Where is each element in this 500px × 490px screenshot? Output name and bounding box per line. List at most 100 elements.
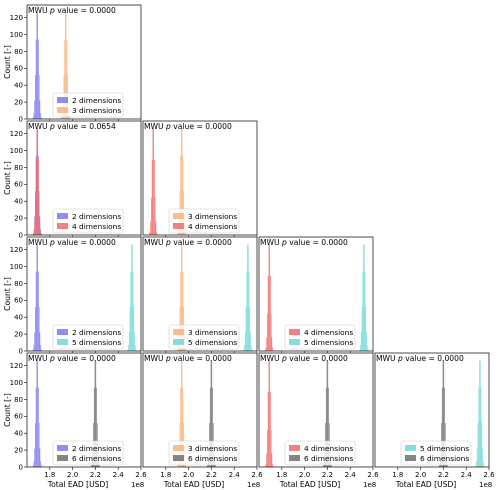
y-tick-label: 60 bbox=[14, 181, 23, 189]
hist-bar bbox=[366, 332, 367, 351]
hist-bar bbox=[35, 271, 37, 351]
hist-bar bbox=[185, 233, 187, 235]
hist-bar bbox=[37, 12, 39, 120]
hist-bar bbox=[322, 465, 324, 467]
legend-box bbox=[284, 440, 356, 466]
hist-bar bbox=[479, 360, 480, 467]
legend-swatch bbox=[289, 455, 300, 461]
hist-bar bbox=[478, 387, 480, 467]
hist-bar bbox=[181, 128, 182, 235]
legend-swatch bbox=[173, 445, 184, 451]
hist-bar bbox=[90, 465, 92, 467]
legend-swatch bbox=[289, 339, 300, 345]
hist-bar bbox=[32, 465, 34, 467]
x-tick-label: 1.8 bbox=[160, 471, 171, 479]
x-tick-label: 1.8 bbox=[44, 471, 55, 479]
hist-bar bbox=[182, 155, 184, 235]
hist-bar bbox=[38, 197, 40, 235]
series-2-dimensions bbox=[32, 244, 42, 351]
legend-swatch bbox=[57, 97, 68, 103]
hist-bar bbox=[156, 234, 158, 235]
x-tick-label: 2.6 bbox=[135, 471, 147, 479]
hist-bar bbox=[34, 221, 36, 235]
mwu-annotation: MWU p value = 0.0000 bbox=[28, 6, 116, 15]
legend-box bbox=[284, 324, 356, 350]
hist-bar bbox=[128, 332, 130, 351]
series-5-dimensions bbox=[127, 244, 137, 351]
hist-bar bbox=[245, 307, 247, 351]
x-tick-label: 2.6 bbox=[251, 471, 263, 479]
y-tick-label: 100 bbox=[10, 31, 23, 39]
y-tick-label: 120 bbox=[10, 130, 23, 138]
hist-bar bbox=[270, 429, 272, 467]
hist-bar bbox=[35, 159, 37, 235]
hist-bar bbox=[134, 332, 135, 351]
y-axis-label: Count [-] bbox=[3, 161, 12, 195]
x-tick-label: 2.0 bbox=[299, 471, 310, 479]
hist-bar bbox=[32, 234, 34, 235]
legend-swatch bbox=[173, 223, 184, 229]
hist-bar bbox=[36, 244, 38, 351]
legend-label: 6 dimensions bbox=[72, 454, 121, 463]
hist-bar bbox=[364, 271, 366, 351]
y-tick-label: 60 bbox=[14, 297, 23, 305]
y-tick-label: 0 bbox=[19, 115, 23, 123]
series-4-dimensions bbox=[264, 244, 274, 351]
x-axis-multiplier: 1e8 bbox=[363, 481, 376, 489]
hist-bar bbox=[366, 345, 368, 351]
hist-bar bbox=[331, 465, 332, 467]
hist-bar bbox=[33, 231, 35, 235]
hist-bar bbox=[215, 465, 216, 467]
x-axis-multiplier: 1e8 bbox=[479, 481, 492, 489]
x-axis-label: Total EAD [USD] bbox=[279, 480, 341, 489]
legend-label: 2 dimensions bbox=[72, 212, 121, 221]
x-axis-label: Total EAD [USD] bbox=[47, 480, 109, 489]
legend-box bbox=[168, 208, 240, 234]
x-axis-multiplier: 1e8 bbox=[247, 481, 260, 489]
y-tick-label: 0 bbox=[19, 463, 23, 471]
x-tick-label: 2.4 bbox=[229, 471, 241, 479]
y-tick-label: 100 bbox=[10, 147, 23, 155]
hist-bar bbox=[482, 461, 484, 467]
hist-bar bbox=[365, 307, 367, 351]
hist-bar bbox=[35, 75, 36, 119]
hist-bar bbox=[135, 349, 137, 351]
y-tick-label: 40 bbox=[14, 82, 23, 90]
hist-bar bbox=[442, 360, 444, 467]
y-tick-label: 20 bbox=[14, 215, 23, 223]
hist-bar bbox=[40, 113, 41, 119]
hist-bar bbox=[244, 332, 246, 351]
hist-bar bbox=[268, 360, 270, 467]
mwu-annotation: MWU p value = 0.0000 bbox=[260, 354, 348, 363]
y-tick-label: 120 bbox=[10, 14, 23, 22]
hist-bar bbox=[35, 307, 36, 351]
hist-bar bbox=[38, 75, 40, 119]
x-tick-label: 1.8 bbox=[276, 471, 287, 479]
y-tick-label: 40 bbox=[14, 430, 23, 438]
axes-frame bbox=[142, 352, 258, 468]
hist-bar bbox=[181, 360, 182, 467]
hist-bar bbox=[40, 117, 42, 119]
legend-swatch bbox=[173, 329, 184, 335]
hist-bar bbox=[34, 100, 36, 119]
hist-bar bbox=[69, 117, 71, 119]
hist-bar bbox=[95, 360, 97, 467]
x-tick-label: 2.2 bbox=[90, 471, 101, 479]
legend-swatch bbox=[57, 445, 68, 451]
hist-bar bbox=[271, 453, 273, 467]
hist-bar bbox=[270, 391, 271, 467]
hist-bar bbox=[272, 463, 273, 467]
y-axis-label: Count [-] bbox=[3, 45, 12, 79]
hist-bar bbox=[35, 423, 36, 467]
legend-box bbox=[168, 324, 240, 350]
x-axis-multiplier: 1e8 bbox=[131, 481, 144, 489]
x-tick-label: 2.0 bbox=[67, 471, 78, 479]
hist-bar bbox=[34, 448, 36, 467]
legend-box bbox=[400, 440, 472, 466]
